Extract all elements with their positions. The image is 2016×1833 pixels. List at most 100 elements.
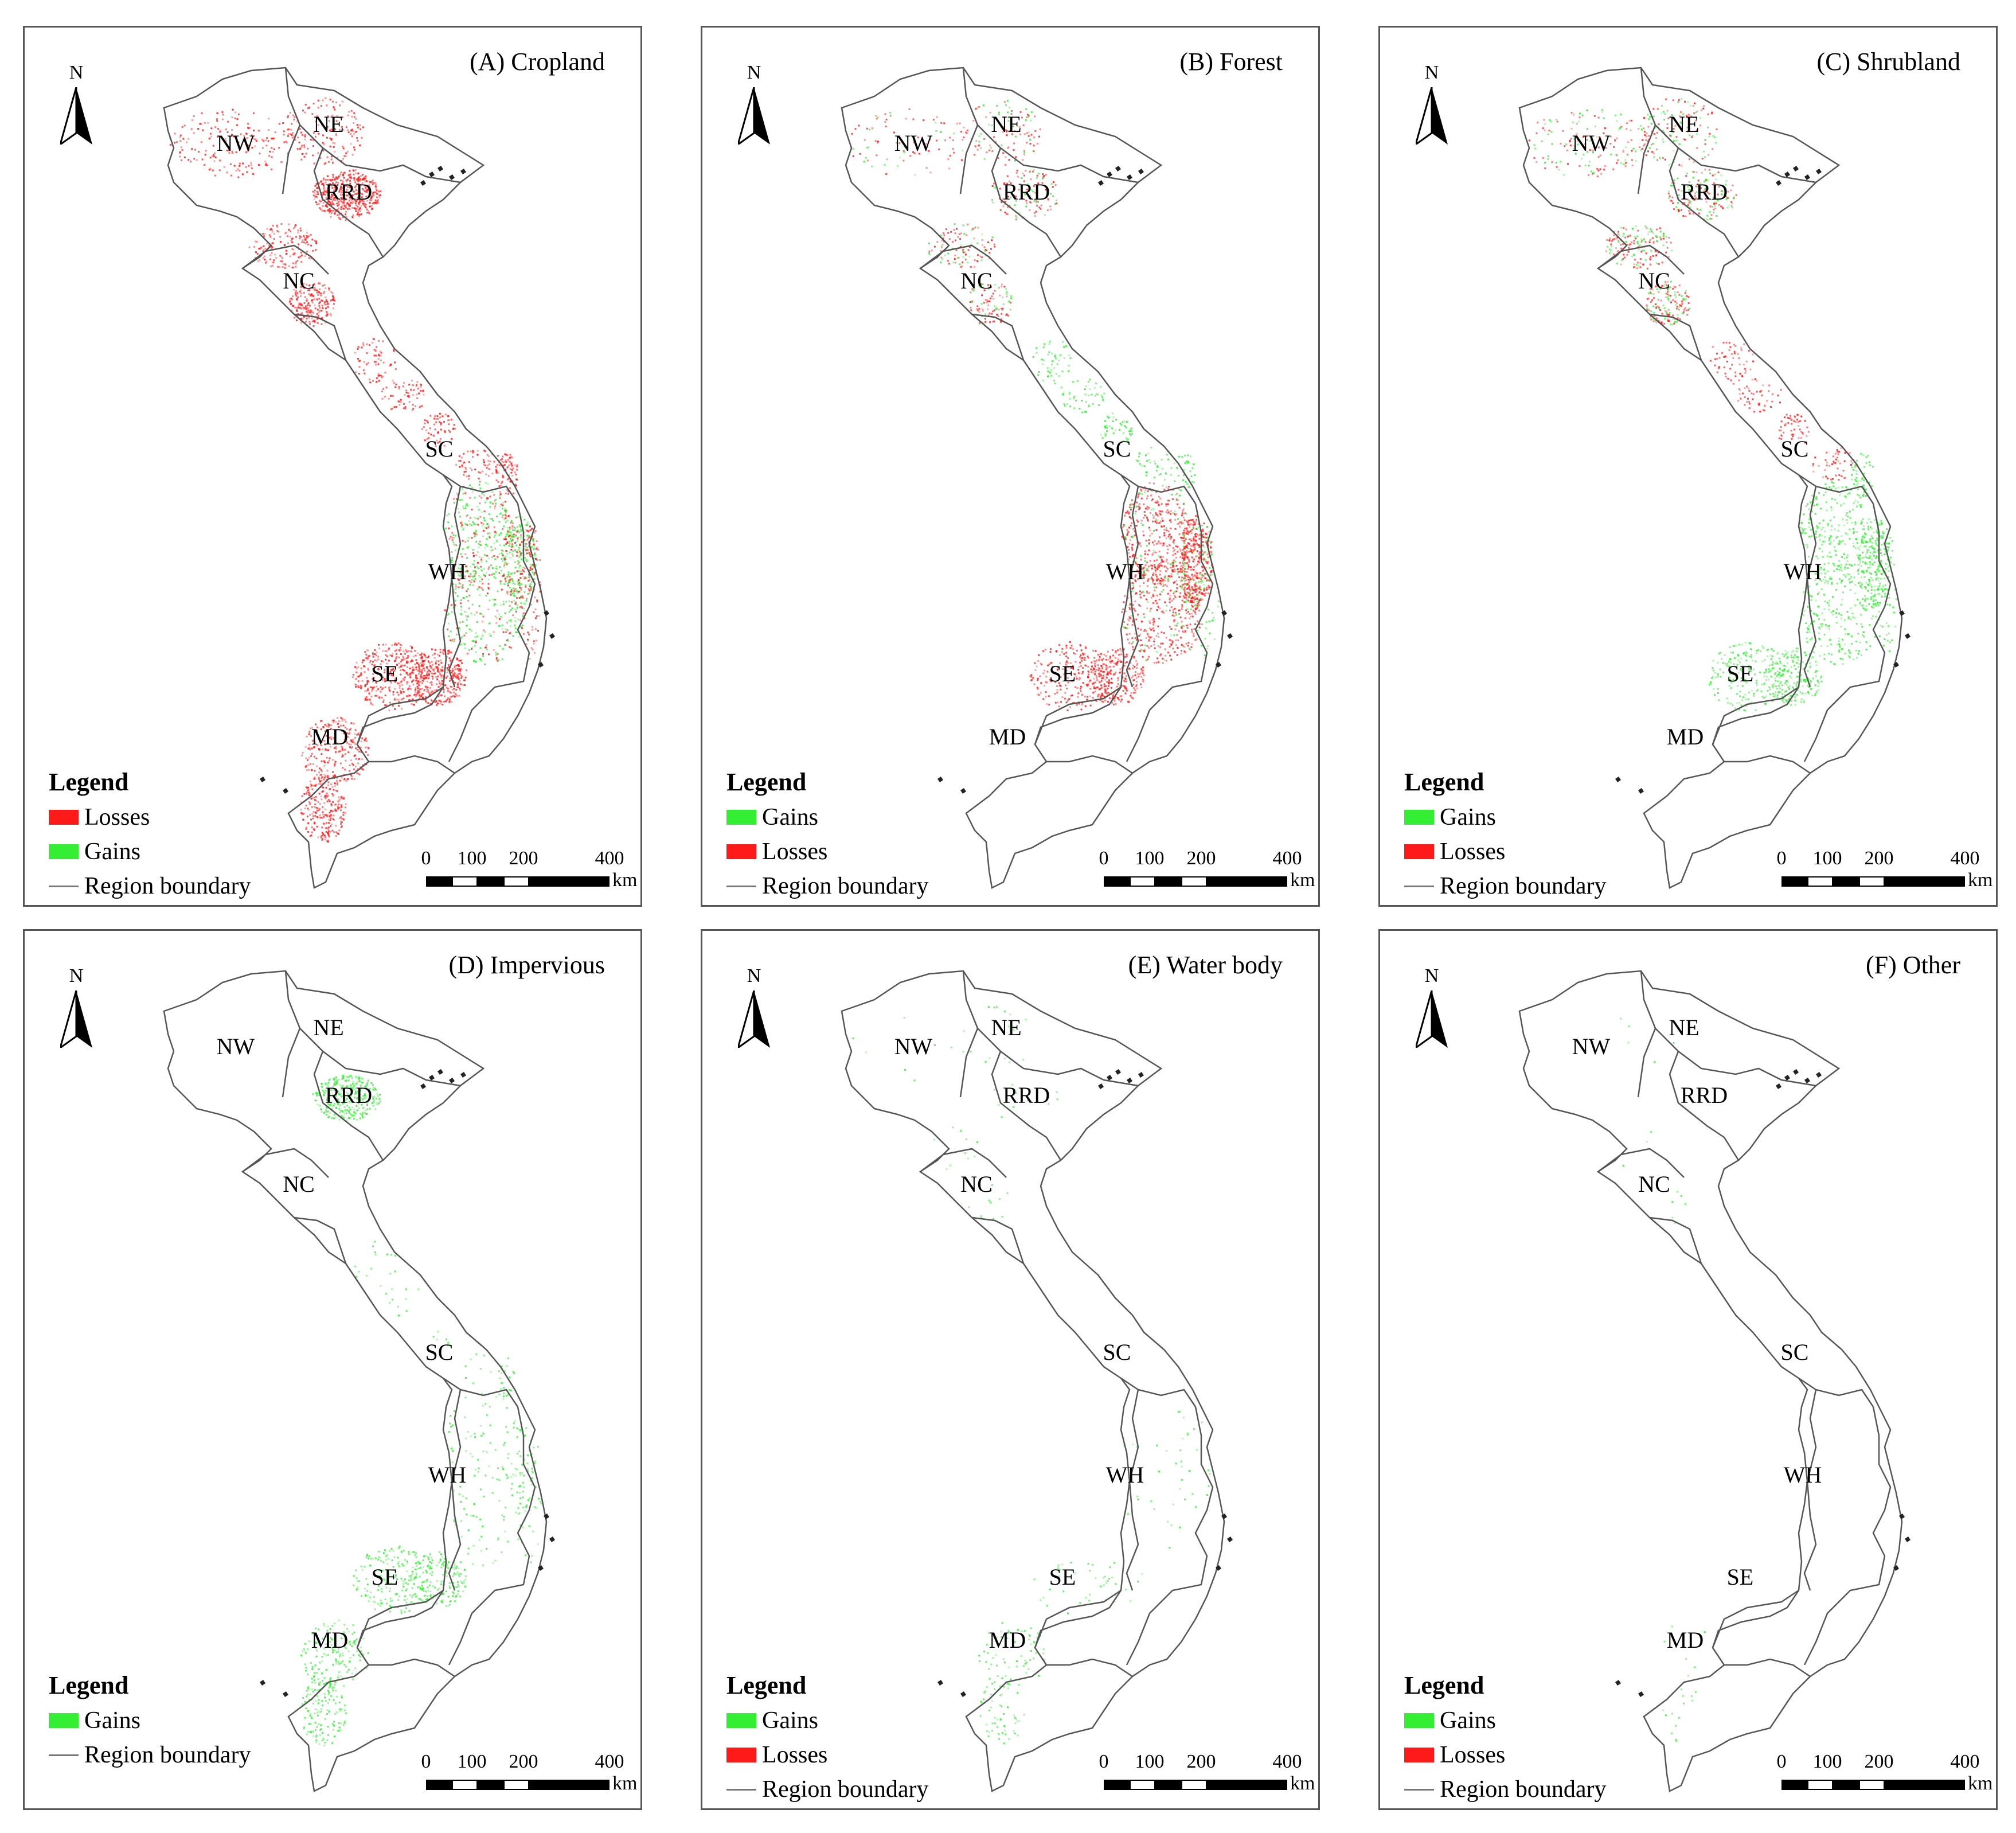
loss-pixel <box>474 469 476 471</box>
gain-pixel <box>1104 427 1107 428</box>
loss-pixel <box>1006 295 1008 298</box>
gain-pixel <box>1145 471 1147 474</box>
loss-pixel <box>235 111 237 114</box>
loss-pixel <box>385 654 387 656</box>
loss-pixel <box>317 836 319 838</box>
loss-pixel <box>534 596 536 598</box>
gain-pixel <box>1042 359 1045 361</box>
loss-pixel <box>279 241 282 243</box>
loss-pixel <box>240 133 242 135</box>
loss-pixel <box>1033 145 1035 147</box>
loss-pixel <box>1150 629 1152 631</box>
loss-pixel <box>353 778 355 781</box>
loss-pixel <box>480 544 482 547</box>
loss-pixel <box>423 653 425 656</box>
gain-pixel <box>1068 365 1070 366</box>
gain-pixel <box>476 621 478 623</box>
gain-pixel <box>450 559 452 561</box>
loss-pixel <box>437 418 439 420</box>
loss-pixel <box>428 669 430 672</box>
loss-pixel <box>421 682 424 684</box>
loss-pixel <box>418 392 420 395</box>
loss-pixel <box>300 286 302 288</box>
loss-pixel <box>336 783 338 786</box>
loss-pixel <box>412 699 414 701</box>
gain-pixel <box>450 630 452 633</box>
loss-pixel <box>316 807 318 809</box>
loss-pixel <box>341 746 343 748</box>
loss-pixel <box>419 386 421 388</box>
loss-pixel <box>340 806 342 808</box>
loss-pixel <box>1189 593 1191 595</box>
loss-pixel <box>286 142 288 144</box>
loss-pixel <box>1183 601 1186 603</box>
loss-pixel <box>353 207 355 209</box>
loss-pixel <box>427 687 429 689</box>
loss-pixel <box>497 481 499 483</box>
loss-pixel <box>279 236 282 238</box>
gain-pixel <box>495 654 497 656</box>
loss-pixel <box>297 136 299 139</box>
loss-pixel <box>394 708 396 710</box>
gain-pixel <box>1095 393 1097 395</box>
loss-pixel <box>269 236 272 238</box>
loss-pixel <box>294 138 296 141</box>
loss-pixel <box>241 173 244 176</box>
loss-pixel <box>231 134 233 136</box>
loss-pixel <box>327 749 330 751</box>
loss-pixel <box>451 638 454 641</box>
loss-pixel <box>330 196 333 198</box>
loss-pixel <box>428 677 430 679</box>
loss-pixel <box>300 305 303 307</box>
gain-pixel <box>981 233 983 236</box>
loss-pixel <box>415 659 417 661</box>
gain-pixel <box>1076 380 1079 382</box>
loss-pixel <box>457 578 459 580</box>
loss-pixel <box>458 668 460 670</box>
loss-pixel <box>372 688 374 691</box>
loss-pixel <box>402 656 404 658</box>
gain-pixel <box>532 571 534 574</box>
gain-pixel <box>1010 196 1012 198</box>
loss-pixel <box>308 305 311 307</box>
loss-pixel <box>1047 198 1049 200</box>
loss-pixel <box>306 793 307 795</box>
loss-pixel <box>404 406 407 408</box>
loss-pixel <box>437 696 440 697</box>
loss-pixel <box>448 419 450 422</box>
loss-pixel <box>426 438 428 440</box>
loss-pixel <box>1210 547 1212 549</box>
loss-pixel <box>343 191 345 193</box>
loss-pixel <box>409 672 412 674</box>
loss-pixel <box>974 145 976 147</box>
loss-pixel <box>357 666 360 668</box>
loss-pixel <box>338 203 340 205</box>
loss-pixel <box>270 247 272 249</box>
loss-pixel <box>1151 619 1154 621</box>
gain-pixel <box>513 536 515 538</box>
loss-pixel <box>345 803 347 805</box>
loss-pixel <box>391 669 393 671</box>
loss-pixel <box>419 670 421 673</box>
loss-pixel <box>450 662 452 664</box>
loss-pixel <box>394 678 396 681</box>
gain-pixel <box>460 525 463 528</box>
island <box>283 788 288 794</box>
loss-pixel <box>1153 544 1155 546</box>
loss-pixel <box>306 251 308 253</box>
loss-pixel <box>443 421 445 423</box>
loss-pixel <box>1047 188 1049 190</box>
gain-pixel <box>471 603 474 606</box>
panel-title: (A) Cropland <box>470 48 605 76</box>
loss-pixel <box>989 321 991 323</box>
gain-pixel <box>513 595 515 597</box>
gain-pixel <box>519 536 522 538</box>
gain-pixel <box>496 539 498 541</box>
loss-pixel <box>209 167 212 170</box>
loss-pixel <box>382 361 385 364</box>
loss-pixel <box>458 665 460 668</box>
loss-pixel <box>336 115 338 117</box>
gain-pixel <box>460 568 462 570</box>
loss-pixel <box>315 241 317 243</box>
loss-pixel <box>327 818 330 821</box>
